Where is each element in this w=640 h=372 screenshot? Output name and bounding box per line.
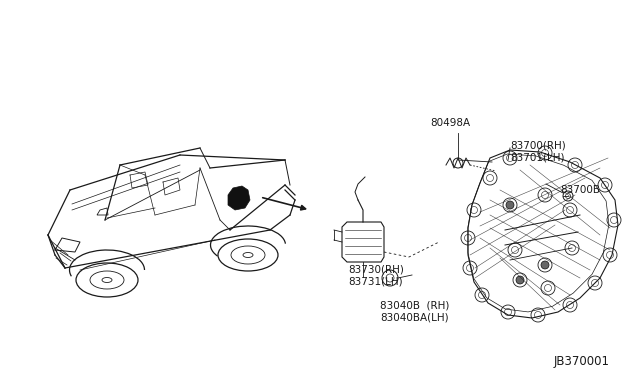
Circle shape	[516, 276, 524, 284]
Text: JB370001: JB370001	[554, 355, 610, 368]
Text: 83040BA(LH): 83040BA(LH)	[380, 313, 449, 323]
Text: 83700(RH): 83700(RH)	[510, 140, 566, 150]
Text: 83700B: 83700B	[560, 185, 600, 195]
Text: 83730(RH): 83730(RH)	[348, 264, 404, 274]
Circle shape	[541, 261, 549, 269]
Text: 83040B  (RH): 83040B (RH)	[380, 300, 449, 310]
Text: 83731(LH): 83731(LH)	[348, 277, 403, 287]
Circle shape	[506, 201, 514, 209]
Polygon shape	[228, 186, 250, 210]
Text: 80498A: 80498A	[430, 118, 470, 128]
Text: 83701(LH): 83701(LH)	[510, 153, 564, 163]
